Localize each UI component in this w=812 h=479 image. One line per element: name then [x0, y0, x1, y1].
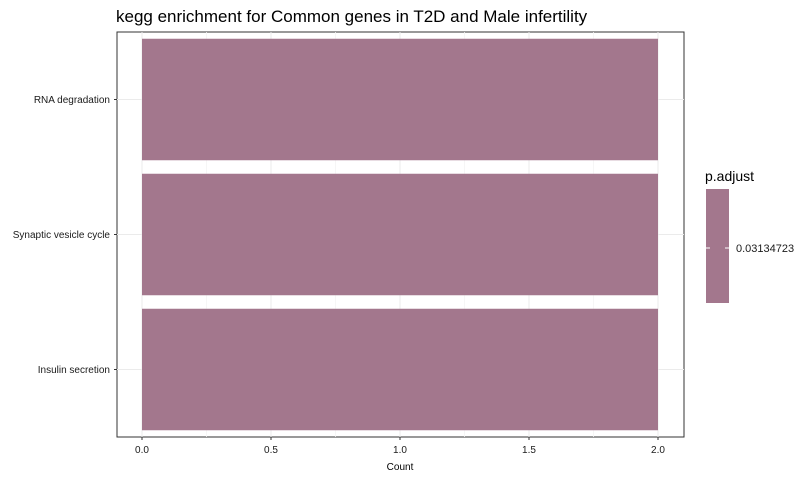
legend: p.adjust 0.03134723: [705, 168, 794, 303]
bar: [142, 38, 658, 161]
legend-colorbar: [706, 189, 729, 303]
bar: [142, 308, 658, 431]
x-axis-label: Count: [387, 462, 414, 473]
y-tick-label: RNA degradation: [34, 95, 110, 106]
legend-label: 0.03134723: [736, 243, 794, 255]
bar: [142, 173, 658, 296]
plot-panel: [116, 31, 685, 438]
x-tick-label: 1.5: [522, 445, 536, 456]
x-tick-label: 2.0: [651, 445, 665, 456]
x-tick-label: 1.0: [393, 445, 407, 456]
y-axis: RNA degradation Synaptic vesicle cycle Ins…: [13, 95, 117, 376]
legend-title: p.adjust: [705, 168, 754, 184]
bars: [142, 38, 658, 431]
y-tick-label: Synaptic vesicle cycle: [13, 230, 111, 241]
legend-labels: 0.03134723: [706, 243, 794, 255]
y-tick-label: Insulin secretion: [38, 365, 110, 376]
chart-title: kegg enrichment for Common genes in T2D …: [116, 7, 588, 26]
x-axis: 0.0 0.5 1.0 1.5 2.0: [135, 437, 665, 456]
x-tick-label: 0.5: [264, 445, 278, 456]
x-tick-label: 0.0: [135, 445, 149, 456]
